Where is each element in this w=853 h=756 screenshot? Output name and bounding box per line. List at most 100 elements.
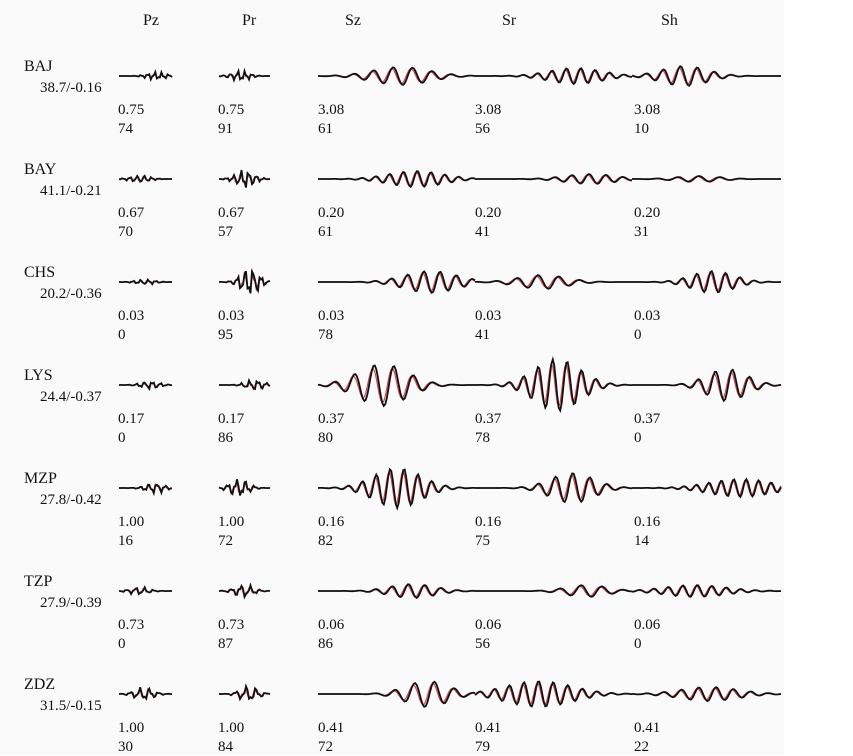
station-name-lys: LYS [24, 367, 53, 384]
correlation-value: 57 [218, 224, 233, 240]
observed-waveform [218, 582, 270, 600]
column-header-pz: Pz [143, 12, 159, 29]
synthetic-waveform [631, 687, 782, 701]
waveform-fit-figure: Pz Pr Sz Sr Sh BAJ 38.7/-0.16 0.75 74 0.75 91 3.08 6… [24, 12, 782, 755]
observed-waveform [475, 274, 632, 290]
observed-waveform [118, 174, 172, 183]
correlation-value: 16 [118, 533, 133, 549]
amplitude-value: 0.03 [118, 308, 145, 324]
amplitude-value: 0.17 [218, 411, 245, 427]
station-distance: 41.1/-0.21 [40, 183, 102, 199]
station-distance: 27.9/-0.39 [40, 595, 102, 611]
correlation-value: 72 [218, 533, 233, 549]
correlation-value: 10 [634, 121, 649, 137]
amplitude-value: 1.00 [118, 514, 145, 530]
correlation-value: 41 [475, 224, 490, 240]
station-distance: 31.5/-0.15 [40, 698, 102, 714]
correlation-value: 74 [118, 121, 133, 137]
amplitude-value: 0.41 [318, 720, 345, 736]
correlation-value: 84 [218, 739, 233, 755]
correlation-value: 30 [118, 739, 133, 755]
correlation-value: 61 [318, 121, 333, 137]
station-distance: 27.8/-0.42 [40, 492, 102, 508]
station-distance: 24.4/-0.37 [40, 389, 102, 405]
observed-waveform [318, 270, 476, 295]
column-header-sz: Sz [345, 12, 361, 29]
correlation-value: 95 [218, 327, 233, 343]
observed-waveform [631, 584, 782, 598]
amplitude-value: 0.16 [318, 514, 345, 530]
observed-waveform [632, 269, 781, 294]
station-name-mzp: MZP [24, 470, 57, 487]
correlation-value: 86 [318, 636, 333, 652]
amplitude-value: 0.20 [634, 205, 661, 221]
observed-waveform [118, 686, 173, 701]
observed-waveform [318, 583, 476, 600]
amplitude-value: 3.08 [318, 102, 345, 118]
amplitude-value: 3.08 [634, 102, 661, 118]
observed-waveform [475, 356, 632, 414]
amplitude-value: 0.37 [634, 411, 661, 427]
amplitude-value: 0.20 [475, 205, 502, 221]
column-header-sr: Sr [502, 12, 517, 29]
amplitude-value: 0.16 [475, 514, 502, 530]
observed-waveform [218, 67, 270, 84]
observed-waveform [631, 65, 781, 87]
amplitude-value: 0.67 [118, 205, 145, 221]
observed-waveform [632, 477, 782, 499]
amplitude-value: 0.41 [634, 720, 661, 736]
correlation-value: 0 [634, 327, 642, 343]
observed-waveform [119, 381, 172, 392]
amplitude-value: 0.03 [218, 308, 245, 324]
correlation-value: 56 [475, 121, 490, 137]
correlation-value: 80 [318, 430, 333, 446]
correlation-value: 0 [118, 327, 126, 343]
observed-waveform [475, 173, 632, 185]
synthetic-waveform [119, 687, 173, 699]
correlation-value: 91 [218, 121, 233, 137]
correlation-value: 86 [218, 430, 233, 446]
correlation-value: 0 [118, 636, 126, 652]
station-name-chs: CHS [24, 264, 56, 281]
correlation-value: 56 [475, 636, 490, 652]
amplitude-value: 0.73 [218, 617, 245, 633]
amplitude-value: 0.03 [318, 308, 345, 324]
amplitude-value: 1.00 [218, 720, 245, 736]
amplitude-value: 0.03 [634, 308, 661, 324]
amplitude-value: 0.06 [634, 617, 661, 633]
amplitude-value: 0.75 [118, 102, 145, 118]
amplitude-value: 0.37 [318, 411, 345, 427]
amplitude-value: 1.00 [218, 514, 245, 530]
correlation-value: 41 [475, 327, 490, 343]
observed-waveform [632, 368, 782, 403]
observed-waveform [318, 680, 476, 708]
correlation-value: 70 [118, 224, 133, 240]
observed-waveform [218, 268, 271, 294]
correlation-value: 82 [318, 533, 333, 549]
observed-waveform [318, 170, 476, 189]
amplitude-value: 0.67 [218, 205, 245, 221]
amplitude-value: 0.16 [634, 514, 661, 530]
amplitude-value: 0.17 [118, 411, 145, 427]
station-name-tzp: TZP [24, 573, 53, 590]
correlation-value: 78 [318, 327, 333, 343]
station-name-zdz: ZDZ [24, 676, 56, 693]
correlation-value: 0 [634, 636, 642, 652]
observed-waveform [119, 277, 173, 286]
observed-waveform [631, 686, 782, 703]
observed-waveform [119, 69, 173, 83]
station-distance: 38.7/-0.16 [40, 80, 102, 96]
station-name-baj: BAJ [24, 58, 53, 75]
amplitude-value: 0.41 [475, 720, 502, 736]
amplitude-value: 0.03 [475, 308, 502, 324]
waveform-traces [118, 65, 782, 708]
observed-waveform [475, 472, 633, 504]
amplitude-value: 1.00 [118, 720, 145, 736]
observed-waveform [317, 467, 475, 511]
observed-waveform [218, 169, 271, 188]
correlation-value: 0 [118, 430, 126, 446]
observed-waveform [474, 680, 633, 708]
correlation-value: 61 [318, 224, 333, 240]
observed-waveform [317, 364, 475, 408]
observed-waveform [119, 483, 173, 497]
